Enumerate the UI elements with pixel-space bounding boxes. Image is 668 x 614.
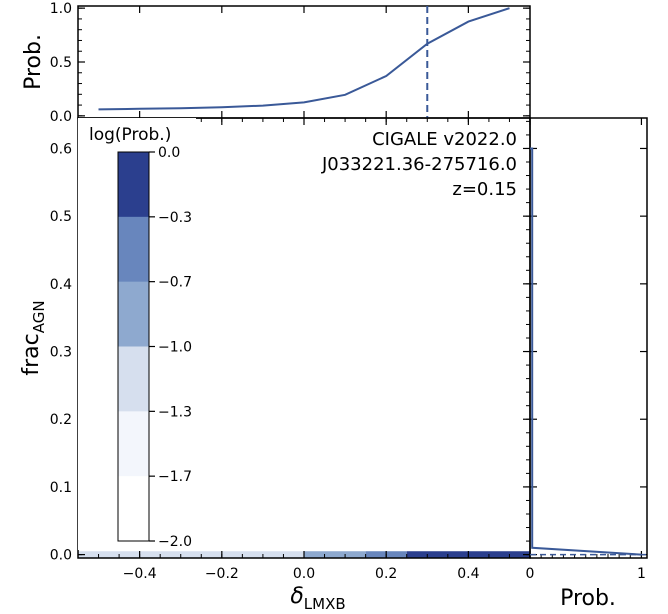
main-xlabel-sub: LMXB [304,595,346,613]
colorbar-band [118,476,149,542]
colorbar-tick-label: −1.7 [158,469,192,485]
main-xtick-label: 0.0 [293,566,315,582]
main-ylabel: fracAGN [19,300,48,375]
main-ytick-label: 0.3 [50,345,72,361]
colorbar: log(Prob.) 0.0 −0.3 −0.7 −1.0 −1.3 −1.7 −2.0 [78,118,196,550]
top-ytick-label: 1.0 [50,1,72,17]
heatmap-cell [78,551,304,558]
main-xtick-label: −0.2 [205,566,239,582]
main-ytick-label: 0.0 [50,548,72,564]
main-xlabel-main: δ [290,584,303,609]
colorbar-tick-label: −1.3 [158,404,192,420]
info-object-id: J033221.36-275716.0 [321,154,517,175]
heatmap-cell [304,551,366,558]
main-2d-panel: −0.4 −0.2 0.0 0.2 0.4 0.00.10.20.30.40.50.6 … [19,117,531,613]
right-probability-curve [530,147,642,556]
colorbar-tick-label: −0.3 [158,210,192,226]
top-panel-ytick-labels: 0.0 0.5 1.0 [50,1,72,125]
colorbar-band [118,152,149,218]
main-ylabel-sub: AGN [30,300,48,333]
right-panel-ticks [529,118,647,558]
main-ytick-label: 0.2 [50,412,72,428]
colorbar-band [118,411,149,477]
main-xtick-label: 0.4 [457,566,479,582]
main-xtick-labels: −0.4 −0.2 0.0 0.2 0.4 [123,566,480,582]
info-code-version: CIGALE v2022.0 [372,129,517,150]
colorbar-tick-label: −0.7 [158,275,192,291]
main-ylabel-main: frac [19,333,44,375]
main-xtick-label: −0.4 [123,566,157,582]
colorbar-band [118,346,149,412]
colorbar-band [118,281,149,347]
main-ytick-label: 0.4 [50,277,72,293]
right-xlabel: Prob. [560,586,616,611]
main-ytick-label: 0.1 [50,480,72,496]
right-panel-frame [529,117,648,559]
top-panel-ticks [78,6,530,118]
main-ytick-labels: 0.0 0.1 0.2 0.3 0.4 0.5 0.6 [50,141,72,563]
right-xtick-label: 0 [526,566,535,582]
top-marginal-panel: 0.0 0.5 1.0 Prob. [21,1,531,125]
colorbar-bands [118,152,149,542]
right-xtick-label: 1 [637,566,646,582]
top-ytick-label: 0.0 [50,109,72,125]
colorbar-title: log(Prob.) [89,125,171,145]
main-xlabel: δLMXB [290,584,345,613]
top-panel-frame [77,5,531,119]
top-probability-curve [98,7,510,111]
colorbar-tick-label: 0.0 [158,145,180,161]
colorbar-band [118,216,149,283]
main-xtick-label: 0.2 [375,566,397,582]
colorbar-ticks: 0.0 −0.3 −0.7 −1.0 −1.3 −1.7 −2.0 [149,145,192,550]
colorbar-tick-label: −2.0 [158,534,192,550]
top-ylabel: Prob. [21,34,46,90]
main-ytick-label: 0.6 [50,141,72,157]
colorbar-tick-label: −1.0 [158,340,192,356]
info-redshift: z=0.15 [452,179,517,200]
top-ytick-label: 0.5 [50,55,72,71]
main-ytick-label: 0.5 [50,209,72,225]
